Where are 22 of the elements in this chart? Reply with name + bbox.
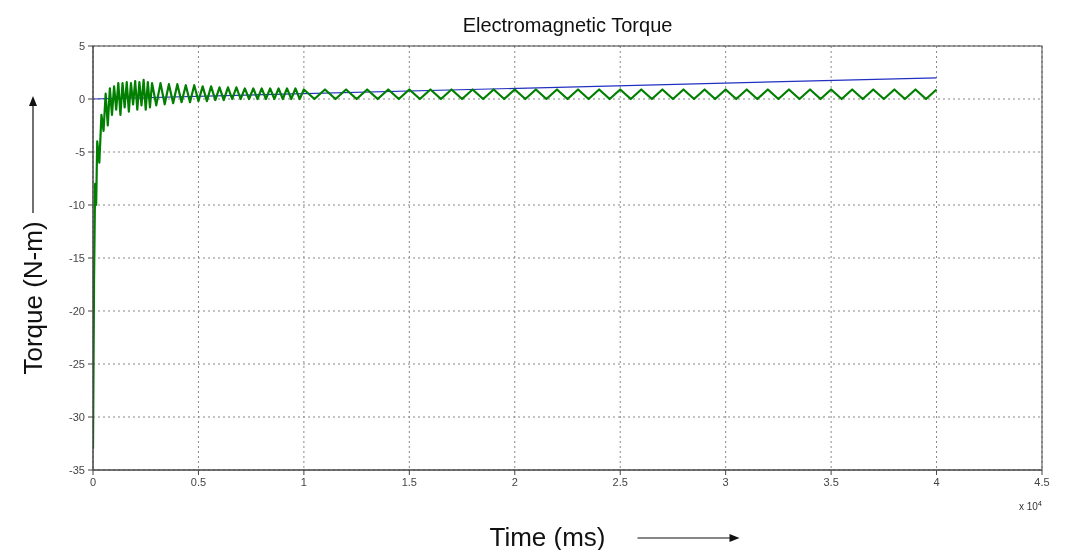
x-tick-label: 1: [300, 475, 307, 488]
x-tick-label: 4: [933, 475, 940, 488]
y-tick-label: -30: [69, 410, 85, 423]
y-tick-label: -15: [69, 251, 85, 264]
y-tick-label: 0: [78, 92, 85, 105]
y-axis-title: Torque (N-m): [18, 221, 48, 375]
text: x 10$^{4}$: [1018, 498, 1042, 512]
x-tick-label: 3.5: [823, 475, 839, 488]
y-tick-label: -20: [69, 304, 85, 317]
x-tick-label: 2: [511, 475, 518, 488]
y-tick-label: -25: [69, 357, 85, 370]
x-tick-label: 4.5: [1034, 475, 1050, 488]
x-tick-label: 0: [89, 475, 97, 488]
y-tick-label: -35: [69, 463, 85, 476]
x-tick-label: 0.5: [190, 475, 207, 488]
x-tick-label: 1.5: [401, 475, 417, 488]
y-tick-label: -5: [75, 145, 85, 158]
x-tick-label: 3: [722, 475, 729, 488]
x-tick-label: 2.5: [612, 475, 628, 488]
y-tick-label: -10: [69, 198, 85, 211]
chart-title: Electromagnetic Torque: [462, 14, 673, 36]
y-tick-label: 5: [78, 39, 85, 52]
